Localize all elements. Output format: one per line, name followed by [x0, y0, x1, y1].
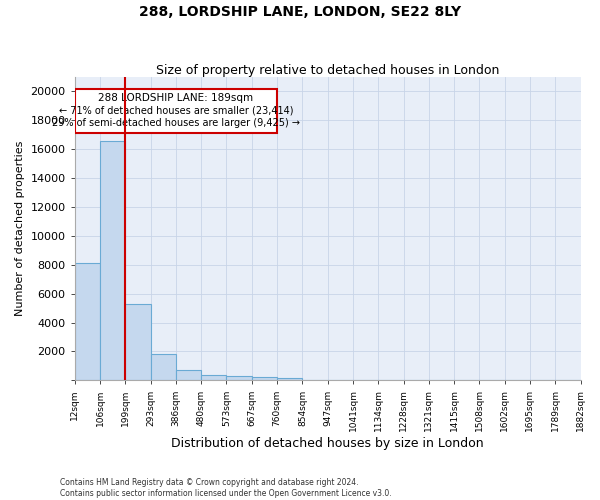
Bar	[75, 264, 100, 380]
Bar	[277, 378, 302, 380]
Text: ← 71% of detached houses are smaller (23,414): ← 71% of detached houses are smaller (23…	[59, 106, 293, 116]
X-axis label: Distribution of detached houses by size in London: Distribution of detached houses by size …	[171, 437, 484, 450]
Bar	[201, 375, 226, 380]
Text: 288, LORDSHIP LANE, LONDON, SE22 8LY: 288, LORDSHIP LANE, LONDON, SE22 8LY	[139, 5, 461, 19]
Bar	[252, 377, 277, 380]
Y-axis label: Number of detached properties: Number of detached properties	[15, 141, 25, 316]
Bar	[75, 88, 277, 134]
Bar	[176, 370, 201, 380]
Bar	[226, 376, 252, 380]
Text: 29% of semi-detached houses are larger (9,425) →: 29% of semi-detached houses are larger (…	[52, 118, 300, 128]
Title: Size of property relative to detached houses in London: Size of property relative to detached ho…	[156, 64, 499, 77]
Text: Contains HM Land Registry data © Crown copyright and database right 2024.
Contai: Contains HM Land Registry data © Crown c…	[60, 478, 392, 498]
Bar	[100, 140, 125, 380]
Bar	[125, 304, 151, 380]
Bar	[151, 354, 176, 380]
Text: 288 LORDSHIP LANE: 189sqm: 288 LORDSHIP LANE: 189sqm	[98, 94, 253, 104]
